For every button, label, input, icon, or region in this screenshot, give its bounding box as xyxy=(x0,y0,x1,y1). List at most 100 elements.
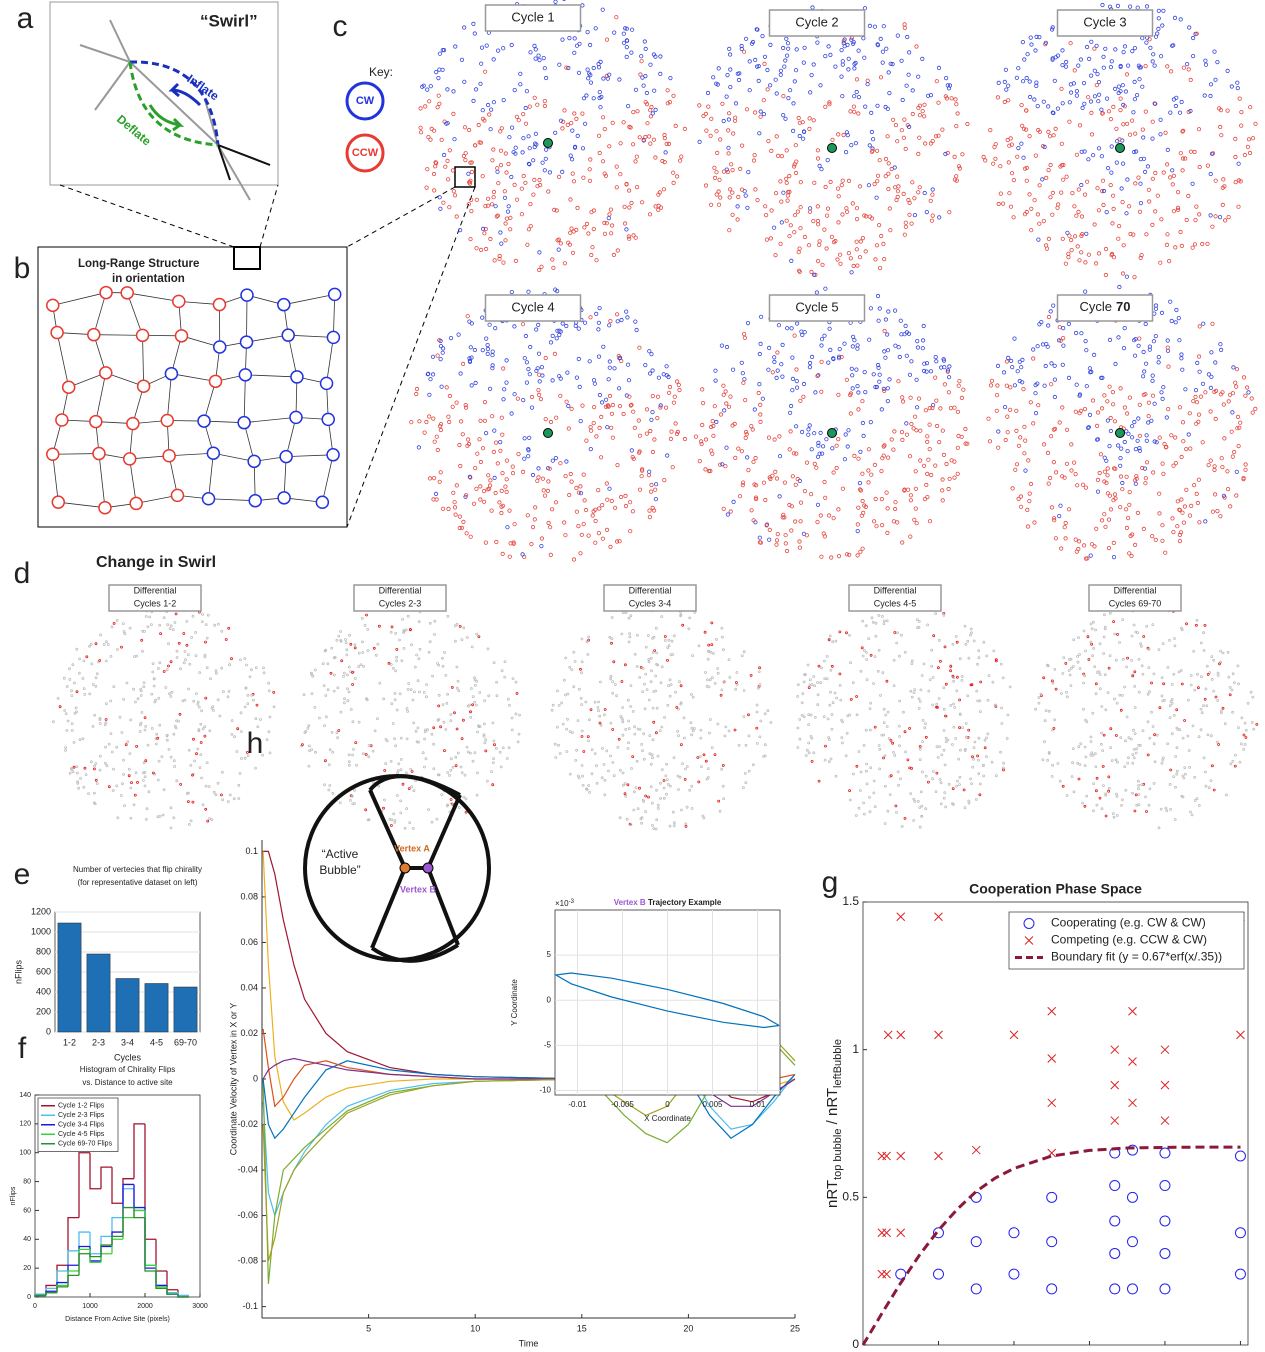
vertex-dot xyxy=(1049,505,1055,510)
vertex-dot xyxy=(977,649,981,653)
vertex-dot xyxy=(647,371,653,376)
vertex-dot xyxy=(1144,232,1149,237)
ccw-label: CCW xyxy=(352,147,379,159)
vertex-dot xyxy=(557,743,560,747)
vertex-dot xyxy=(727,729,731,733)
vertex-dot xyxy=(610,120,615,125)
vertex-dot xyxy=(953,97,958,102)
vertex-ring xyxy=(129,496,143,511)
vertex-dot xyxy=(756,686,760,690)
vertex-dot xyxy=(329,671,333,675)
vertex-dot xyxy=(760,33,765,39)
vertex-dot xyxy=(1244,736,1248,739)
vertex-dot xyxy=(165,733,169,737)
vertex-dot xyxy=(490,363,495,368)
cw-label: CW xyxy=(356,95,375,107)
vertex-dot xyxy=(1177,670,1181,674)
vertex-dot xyxy=(156,815,160,819)
vertex-ring xyxy=(212,340,227,354)
vertex-dot xyxy=(665,101,670,106)
vertex-dot xyxy=(1231,672,1235,676)
vertex-dot xyxy=(914,405,920,410)
vertex-dot xyxy=(1238,760,1242,764)
vertex-dot xyxy=(627,719,630,723)
vertex-dot xyxy=(157,696,161,700)
vertex-dot xyxy=(1172,714,1176,717)
vertex-dot xyxy=(1095,671,1099,674)
vertex-dot xyxy=(568,471,573,477)
vertex-dot xyxy=(512,324,517,329)
vertex-dot xyxy=(82,659,86,663)
vertex-dot xyxy=(892,308,898,313)
vertex-dot xyxy=(425,87,430,92)
vertex-dot xyxy=(595,764,598,768)
vertex-dot xyxy=(955,409,961,414)
vertex-dot xyxy=(793,482,798,487)
vertex-dot xyxy=(653,482,659,487)
vertex-dot xyxy=(884,784,887,788)
vertex-dot xyxy=(509,411,514,416)
vertex-dot xyxy=(791,451,797,456)
film-edge xyxy=(93,292,107,335)
vertex-dot xyxy=(336,686,340,690)
vertex-dot xyxy=(560,701,563,705)
vertex-dot xyxy=(491,195,496,200)
vertex-dot xyxy=(428,640,432,644)
vertex-dot xyxy=(656,375,662,380)
vertex-dot xyxy=(1171,209,1177,214)
vertex-dot xyxy=(912,414,918,419)
vertex-dot xyxy=(922,361,927,366)
vertex-dot xyxy=(815,156,821,161)
vertex-dot xyxy=(1020,357,1025,362)
vertex-dot xyxy=(1245,144,1251,149)
vertex-dot xyxy=(657,190,662,195)
vertex-dot xyxy=(817,239,822,244)
vertex-dot xyxy=(624,26,629,31)
vertex-dot xyxy=(450,802,453,805)
vertex-dot xyxy=(700,422,705,428)
vertex-dot xyxy=(583,507,589,513)
vertex-dot xyxy=(609,498,614,504)
vertex-dot xyxy=(916,151,921,156)
vertex-dot xyxy=(853,60,858,66)
vertex-dot xyxy=(536,372,542,377)
vertex-dot xyxy=(536,466,541,471)
swirl-map xyxy=(418,0,688,273)
vertex-dot xyxy=(833,64,838,69)
vertex-dot xyxy=(760,396,765,401)
vertex-dot xyxy=(428,377,433,382)
vertex-dot xyxy=(662,132,667,138)
vertex-dot xyxy=(1141,374,1146,379)
cycle-title: Cycle 1 xyxy=(511,9,554,24)
vertex-dot xyxy=(182,661,186,665)
vertex-dot xyxy=(925,471,930,476)
vertex-dot xyxy=(412,690,416,694)
vertex-dot xyxy=(156,736,160,740)
vertex-dot xyxy=(1070,666,1073,670)
vertex-dot xyxy=(739,143,745,148)
vertex-dot xyxy=(1130,48,1135,54)
vertex-dot xyxy=(666,646,670,650)
vertex-dot xyxy=(551,703,555,707)
vertex-dot xyxy=(706,468,712,474)
vertex-dot xyxy=(967,799,971,803)
vertex-dot xyxy=(438,206,443,211)
vertex-dot xyxy=(455,727,459,731)
vertex-dot xyxy=(497,256,502,261)
vertex-dot xyxy=(877,372,882,377)
vertex-dot xyxy=(768,476,773,482)
vertex-dot xyxy=(844,130,850,135)
vertex-dot xyxy=(540,160,545,165)
vertex-dot xyxy=(1127,551,1132,556)
vertex-dot xyxy=(1008,685,1012,689)
vertex-dot xyxy=(433,619,437,623)
vertex-dot xyxy=(469,355,474,360)
vertex-dot xyxy=(172,732,176,736)
vertex-dot xyxy=(533,56,538,61)
vertex-dot xyxy=(1228,392,1233,397)
vertex-dot xyxy=(888,61,893,66)
vertex-dot xyxy=(1253,121,1258,126)
vertex-dot xyxy=(1188,446,1193,451)
vertex-dot xyxy=(779,154,785,159)
vertex-dot xyxy=(454,483,459,488)
